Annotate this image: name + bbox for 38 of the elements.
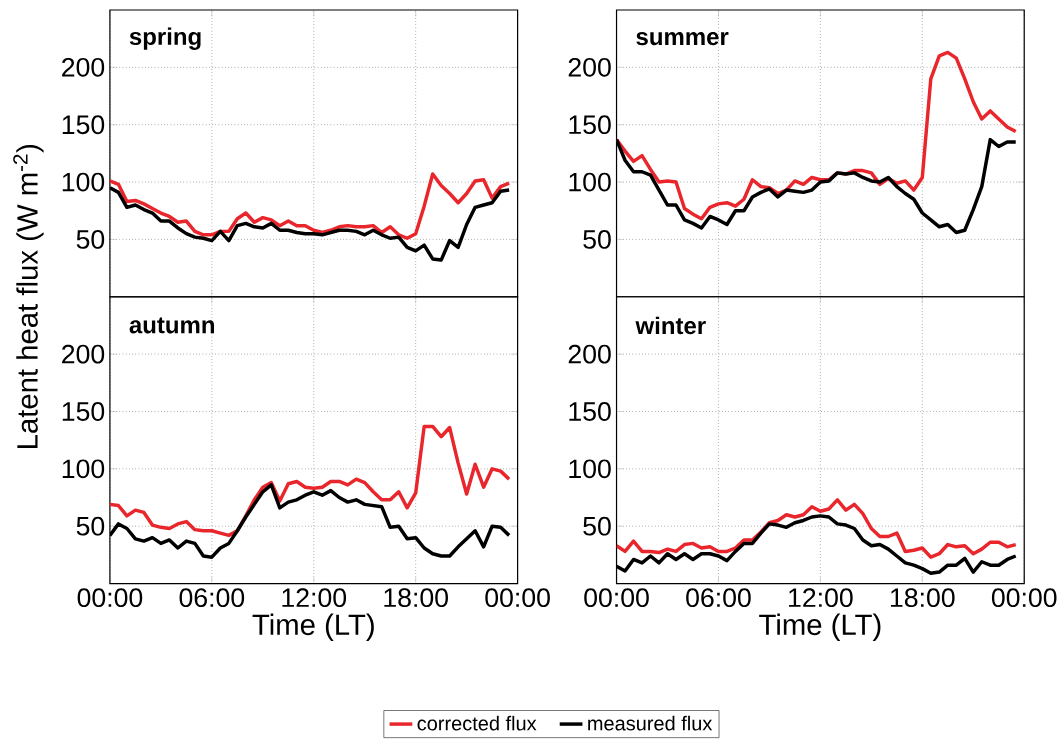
y-tick-label: 200: [568, 57, 611, 77]
y-tick-label: 200: [62, 57, 105, 77]
x-axis-title: Time (LT): [252, 613, 374, 641]
legend-label: corrected flux: [417, 715, 537, 731]
x-axis-title: Time (LT): [759, 613, 881, 641]
x-tick-label: 00:00: [77, 588, 143, 607]
legend-label: measured flux: [588, 715, 713, 731]
text: summer: [636, 31, 729, 46]
x-tick-label: 12:00: [282, 588, 347, 607]
y-tick-label: 50: [583, 516, 611, 536]
y-tick-label: 150: [62, 115, 105, 134]
y-tick-label: 100: [62, 459, 105, 479]
line-series: [109, 424, 511, 537]
x-tick-label: 00:00: [584, 588, 649, 607]
y-tick-label: 50: [76, 229, 105, 249]
x-tick-label: 12:00: [789, 588, 853, 607]
y-tick-label: 100: [62, 172, 105, 192]
y-tick-label: 100: [569, 459, 611, 479]
x-tick-label: 00:00: [485, 588, 550, 607]
x-tick-label: 06:00: [179, 588, 245, 607]
line-series: [109, 172, 511, 240]
y-tick-label: 200: [62, 344, 105, 364]
y-tick-label: 150: [569, 401, 611, 421]
text: winter: [635, 316, 706, 335]
line-series: [616, 497, 1018, 559]
y-tick-label: 150: [569, 115, 611, 134]
x-tick-label: 00:00: [991, 588, 1057, 607]
text: autumn: [129, 317, 215, 334]
y-tick-label: 50: [583, 229, 611, 249]
y-tick-label: 200: [568, 344, 611, 364]
y-tick-label: 50: [76, 516, 105, 536]
x-tick-label: 18:00: [384, 588, 448, 607]
text: spring: [129, 27, 201, 50]
x-tick-label: 18:00: [890, 588, 955, 607]
y-tick-label: 150: [62, 401, 105, 421]
y-tick-label: 100: [569, 172, 611, 192]
y-axis-title: Latent heat flux (W m$^{-2}$): [13, 144, 44, 448]
x-tick-label: 06:00: [686, 588, 751, 607]
